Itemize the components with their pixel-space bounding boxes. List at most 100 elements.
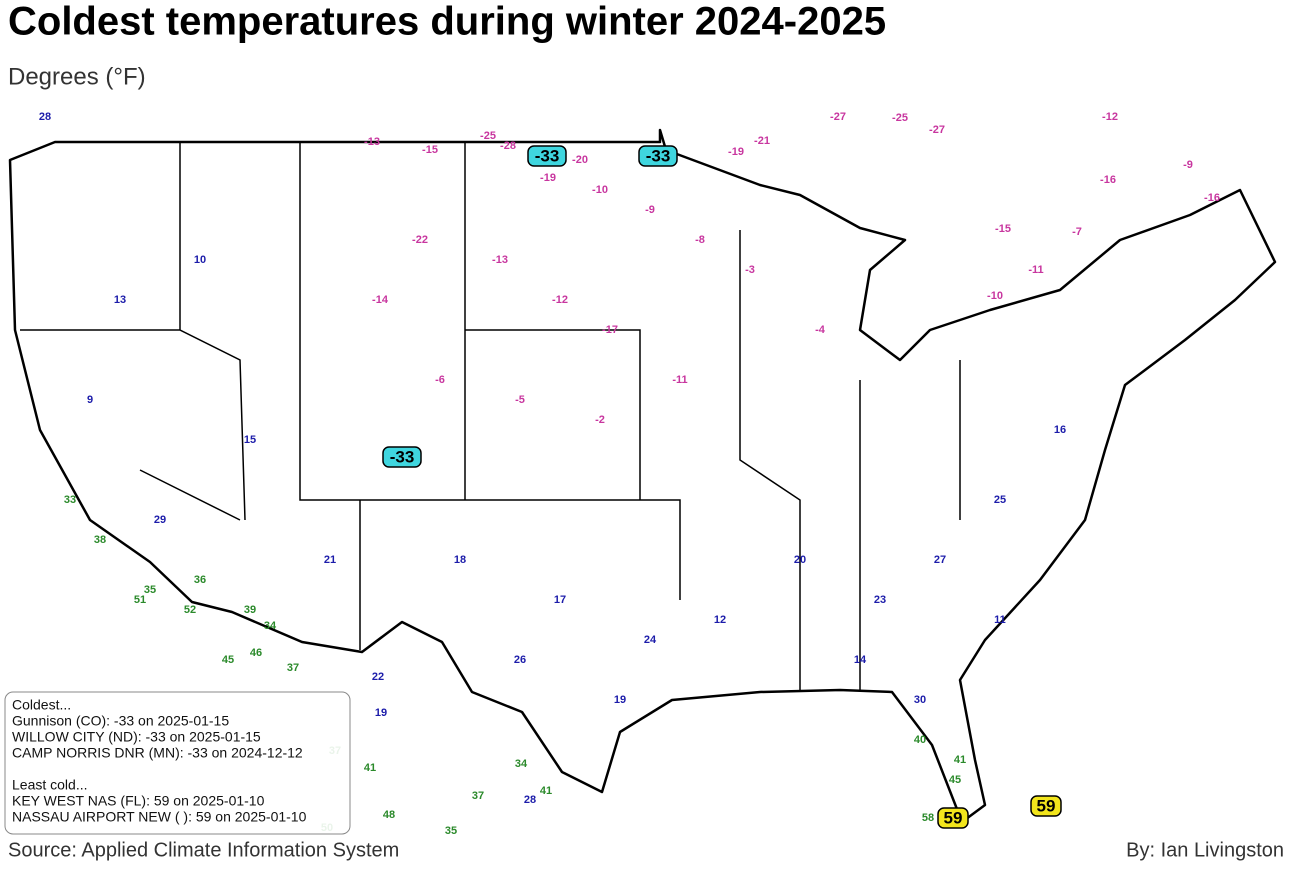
station-label: 39 [244,604,256,616]
station-label: -19 [540,172,556,184]
station-label: -9 [645,204,655,216]
station-label: -10 [987,290,1003,302]
station-label: -21 [754,135,770,147]
legend-heading: Coldest... [12,697,71,713]
station-label: 46 [250,647,262,659]
station-label: -12 [552,294,568,306]
station-label: 16 [1054,424,1066,436]
byline: By: Ian Livingston [1126,839,1284,861]
legend-box [4,691,351,835]
station-label: -16 [1100,174,1116,186]
station-label: 19 [375,707,387,719]
station-label: -11 [672,374,687,386]
station-label: -17 [602,324,618,336]
station-label: 24 [644,634,657,646]
station-label: -20 [572,154,588,166]
legend: Coldest... Gunnison (CO): -33 on 2025-01… [4,691,351,835]
station-label: -2 [595,414,605,426]
highlight-box [382,446,422,468]
station-label: -16 [1204,192,1220,204]
station-label: 20 [794,554,806,566]
station-label: -4 [815,324,826,336]
station-label: -22 [412,234,428,246]
station-label: -8 [695,234,705,246]
station-label: -11 [1028,264,1043,276]
station-label: -28 [500,140,516,152]
station-label: 28 [39,111,51,123]
station-label: 37 [472,790,484,802]
station-label: 52 [184,604,196,616]
legend-entry: KEY WEST NAS (FL): 59 on 2025-01-10 [12,793,265,809]
station-label: 18 [454,554,466,566]
station-label: 21 [324,554,336,566]
station-label: 45 [949,774,961,786]
station-label: -5 [515,394,525,406]
highlight-label: -33 [535,146,560,165]
station-label: 34 [264,620,277,632]
title: Coldest temperatures during winter 2024-… [8,0,886,44]
highlight-label: 59 [944,808,963,827]
station-label: 58 [922,812,934,824]
legend-entry: NASSAU AIRPORT NEW ( ): 59 on 2025-01-10 [12,809,307,825]
station-label: -10 [592,184,608,196]
highlight-labels: -33 -33 -33 59 59 [382,145,1062,829]
station-label: 15 [244,434,256,446]
highlight-box [638,145,678,167]
station-label: -27 [830,111,846,123]
station-label: -14 [372,294,389,306]
station-label: 23 [874,594,886,606]
station-label: -19 [728,146,744,158]
station-label: 14 [854,654,867,666]
source: Source: Applied Climate Information Syst… [8,839,399,861]
station-label: -15 [422,144,438,156]
station-label: 51 [134,594,146,606]
legend-heading: Least cold... [12,777,88,793]
station-label: -15 [995,223,1011,235]
station-label: 41 [540,785,552,797]
station-label: -12 [1102,111,1118,123]
station-label: 48 [383,809,395,821]
station-label: 11 [994,614,1006,626]
legend-entry: WILLOW CITY (ND): -33 on 2025-01-15 [12,729,261,745]
station-label: 40 [914,734,926,746]
station-label: 22 [372,671,384,683]
highlight-label: 59 [1037,796,1056,815]
station-label: 10 [194,254,206,266]
station-label: 41 [954,754,966,766]
station-label: 41 [364,762,376,774]
station-label: 28 [524,794,536,806]
station-label: -6 [435,374,445,386]
legend-entry: CAMP NORRIS DNR (MN): -33 on 2024-12-12 [12,745,303,761]
station-label: -25 [480,130,496,142]
state-borders [20,142,961,690]
highlight-box [527,145,567,167]
station-label: 33 [64,494,76,506]
highlight-box [937,807,969,829]
highlight-label: -33 [646,146,671,165]
us-outline [8,128,1277,824]
station-label: 45 [222,654,234,666]
station-label: 13 [114,294,126,306]
station-label: 35 [445,825,457,837]
station-label: 35 [144,584,156,596]
station-label: 19 [614,694,626,706]
highlight-box [1030,795,1062,817]
station-label: 38 [94,534,106,546]
station-label: 29 [154,514,166,526]
legend-entry: Gunnison (CO): -33 on 2025-01-15 [12,713,229,729]
station-label: -7 [1072,226,1082,238]
highlight-label: -33 [390,447,415,466]
station-label: 30 [914,694,926,706]
station-label: -27 [929,124,945,136]
station-label: -13 [492,254,508,266]
station-label: -3 [745,264,755,276]
subtitle: Degrees (°F) [8,63,146,90]
station-label: -25 [892,112,908,124]
station-label: 36 [194,574,206,586]
station-label: -9 [1183,159,1193,171]
station-label: 34 [515,758,528,770]
station-label: -13 [364,136,380,148]
station-label: 17 [554,594,566,606]
